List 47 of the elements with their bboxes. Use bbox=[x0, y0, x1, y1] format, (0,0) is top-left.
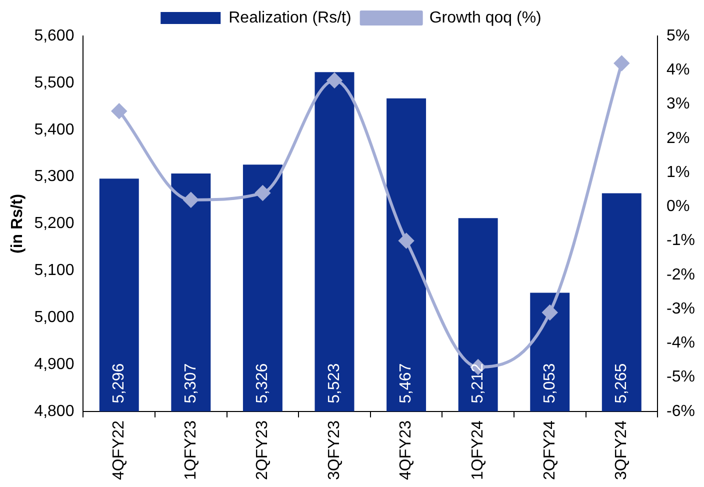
x-tick-label: 4QFY23 bbox=[398, 420, 415, 480]
y2-tick-label: -1% bbox=[666, 232, 695, 250]
legend-label: Realization (Rs/t) bbox=[228, 9, 352, 26]
y-tick-label: 5,600 bbox=[34, 27, 74, 44]
x-tick-label: 3QFY23 bbox=[326, 420, 343, 480]
y2-tick-label: -4% bbox=[666, 334, 695, 352]
data-label: 5,467 bbox=[398, 363, 415, 404]
data-label: 5,053 bbox=[541, 363, 558, 404]
y-axis-title: (in Rs/t) bbox=[9, 194, 26, 254]
y2-tick-label: -2% bbox=[666, 266, 695, 284]
data-label: 5,326 bbox=[254, 363, 272, 404]
point bbox=[112, 104, 127, 119]
data-label: 5,212 bbox=[469, 363, 486, 404]
y-tick-label: 5,200 bbox=[34, 215, 74, 232]
y2-tick-label: 4% bbox=[666, 62, 690, 79]
x-tick-label: 3QFY24 bbox=[613, 420, 630, 480]
x-tick-label: 1QFY23 bbox=[182, 420, 200, 480]
point bbox=[398, 233, 414, 248]
y2-tick-label: 0% bbox=[666, 198, 690, 216]
data-label: 5,265 bbox=[613, 363, 630, 404]
y-tick-label: 5,100 bbox=[34, 262, 74, 280]
point bbox=[614, 56, 630, 71]
x-tick-label: 2QFY23 bbox=[254, 420, 272, 480]
y-tick-label: 5,300 bbox=[34, 168, 74, 186]
y2-tick-label: 3% bbox=[666, 96, 690, 113]
legend-label: Growth qoq (%) bbox=[429, 9, 542, 26]
data-label: 5,307 bbox=[182, 363, 200, 404]
data-label: 5,296 bbox=[110, 363, 128, 404]
y-tick-label: 5,500 bbox=[34, 74, 74, 92]
point bbox=[327, 72, 342, 88]
y-tick-label: 5,400 bbox=[34, 121, 74, 138]
point bbox=[183, 192, 198, 208]
x-tick-label: 2QFY24 bbox=[541, 420, 558, 480]
y2-tick-label: 5% bbox=[666, 27, 690, 44]
x-tick-label: 1QFY24 bbox=[469, 420, 486, 480]
point bbox=[255, 185, 270, 200]
y-tick-label: 5,000 bbox=[34, 308, 74, 326]
y2-tick-label: -5% bbox=[666, 368, 695, 386]
y-tick-label: 4,900 bbox=[34, 356, 74, 373]
y2-tick-label: 1% bbox=[666, 164, 690, 181]
y2-tick-label: -3% bbox=[666, 300, 695, 318]
y2-tick-label: -6% bbox=[666, 402, 695, 420]
y-tick-label: 4,800 bbox=[34, 402, 74, 420]
point bbox=[542, 304, 558, 320]
x-tick-label: 4QFY22 bbox=[110, 420, 128, 480]
y2-tick-label: 2% bbox=[666, 130, 690, 147]
data-label: 5,523 bbox=[326, 363, 343, 404]
